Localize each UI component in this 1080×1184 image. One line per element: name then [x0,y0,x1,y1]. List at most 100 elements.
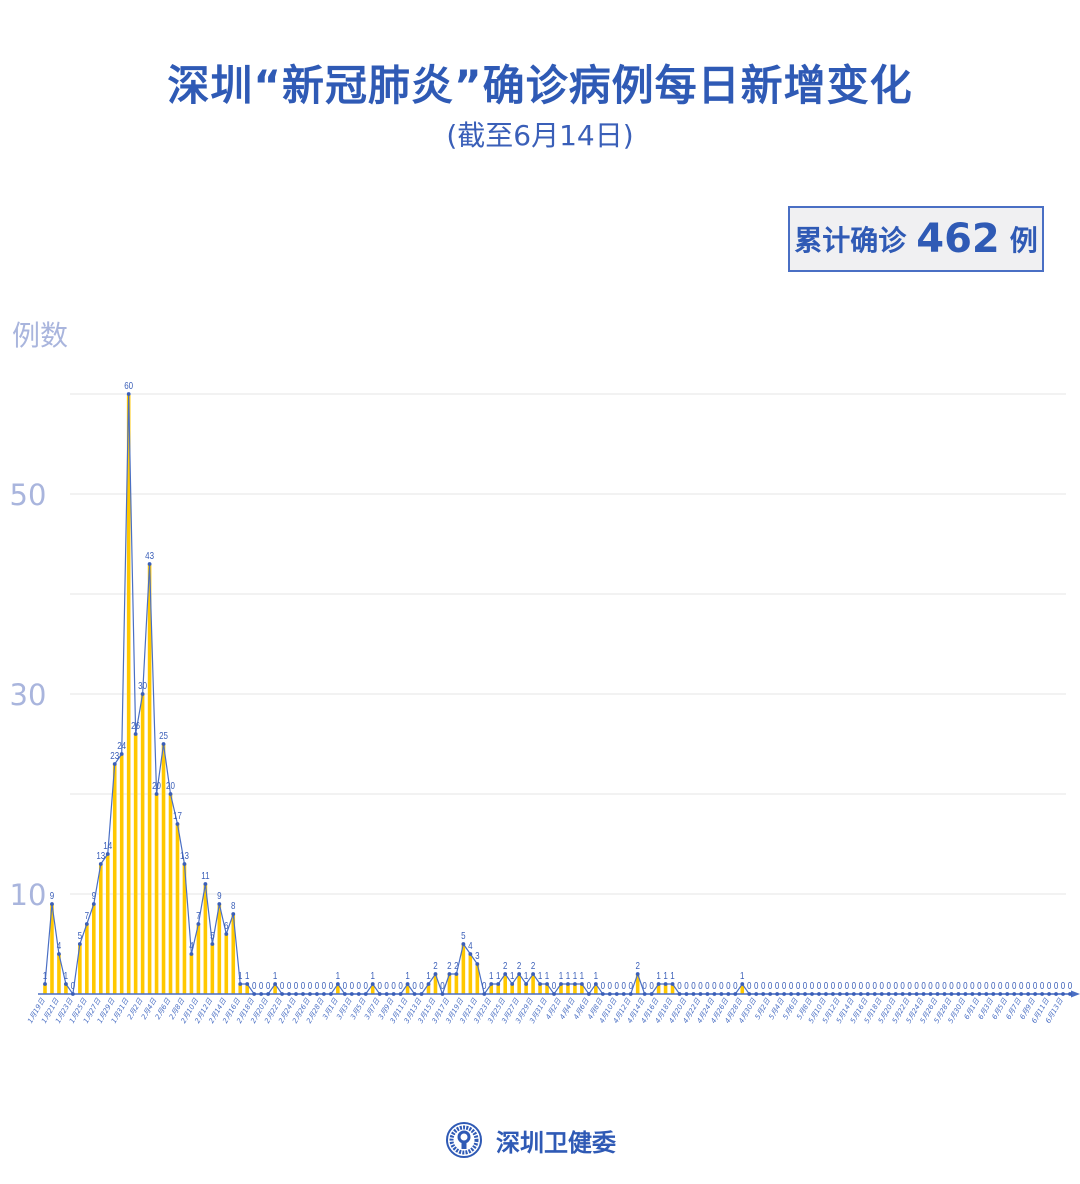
bar [475,964,480,994]
data-label: 0 [615,980,619,991]
data-label: 9 [92,890,96,901]
data-label: 1 [580,970,584,981]
data-label: 0 [587,980,591,991]
data-point [140,692,145,696]
data-label: 7 [196,910,200,921]
data-point [573,982,577,986]
data-label: 1 [656,970,660,981]
data-point [461,942,466,946]
data-label: 0 [280,980,284,991]
data-point [670,982,675,986]
data-point [133,732,138,736]
data-point [956,992,961,996]
data-label: 1 [545,970,549,981]
data-label: 0 [873,980,877,991]
total-confirmed-box: 累计确诊 462 例 [788,206,1044,272]
data-label: 25 [159,730,168,741]
data-point [517,972,522,976]
bar [454,974,459,994]
data-label: 0 [1047,980,1051,991]
data-label: 0 [398,980,402,991]
data-label: 0 [998,980,1002,991]
data-point [503,972,508,976]
data-point [287,992,291,996]
bar [370,984,375,994]
data-point [391,992,396,996]
data-label: 0 [712,980,716,991]
data-label: 0 [1019,980,1023,991]
data-point [545,982,549,986]
y-axis-label: 例数 [12,319,69,352]
data-point [761,992,766,996]
data-label: 0 [294,980,298,991]
data-label: 0 [252,980,256,991]
data-label: 20 [152,780,161,791]
data-point [419,992,424,996]
data-label: 0 [608,980,612,991]
data-label: 30 [138,680,147,691]
data-label: 0 [754,980,758,991]
data-point [210,942,215,946]
bar [133,734,138,994]
bar [740,984,745,994]
data-label: 0 [622,980,626,991]
data-point [266,992,271,996]
data-label: 0 [942,980,946,991]
data-point [586,992,591,996]
data-label: 0 [698,980,702,991]
data-label: 1 [489,970,493,981]
bar [50,904,54,994]
data-label: 1 [405,970,409,981]
data-point [928,992,933,996]
data-label: 1 [64,970,68,981]
data-label: 1 [245,970,249,981]
data-point [57,952,61,956]
data-point [1040,992,1045,996]
bar [405,984,410,994]
health-commission-emblem-icon [446,1122,482,1158]
data-label: 1 [238,970,242,981]
data-point [635,972,640,976]
data-point [384,992,389,996]
data-point [426,982,431,986]
bar [517,974,521,994]
data-label: 0 [900,980,904,991]
data-point [963,992,968,996]
bar [245,984,250,994]
bar [489,984,494,994]
chart-title: 深圳“新冠肺炎”确诊病例每日新增变化 [167,61,913,110]
data-point [1005,992,1010,996]
data-point [726,992,731,996]
data-label: 0 [719,980,723,991]
data-point [607,992,612,996]
data-point [907,992,912,996]
bar [210,944,215,994]
data-label: 1 [426,970,430,981]
bar [126,394,131,994]
data-point [865,992,870,996]
data-label: 0 [350,980,354,991]
data-point [621,992,626,996]
data-label: 0 [301,980,305,991]
data-point [893,992,898,996]
data-point [614,992,619,996]
data-point [879,992,884,996]
data-point [315,992,319,996]
data-label: 8 [231,900,235,911]
data-label: 1 [740,970,744,981]
bar [112,764,117,994]
data-point [335,982,340,986]
data-label: 0 [628,980,632,991]
data-label: 5 [78,930,82,941]
bar [524,984,528,994]
data-point [405,982,410,986]
data-label: 26 [131,720,140,731]
data-label: 0 [287,980,291,991]
data-label: 5 [210,930,214,941]
data-point [203,882,208,886]
data-point [363,992,368,996]
data-label: 0 [377,980,381,991]
bar [656,984,661,994]
data-label: 1 [663,970,667,981]
data-label: 0 [384,980,388,991]
